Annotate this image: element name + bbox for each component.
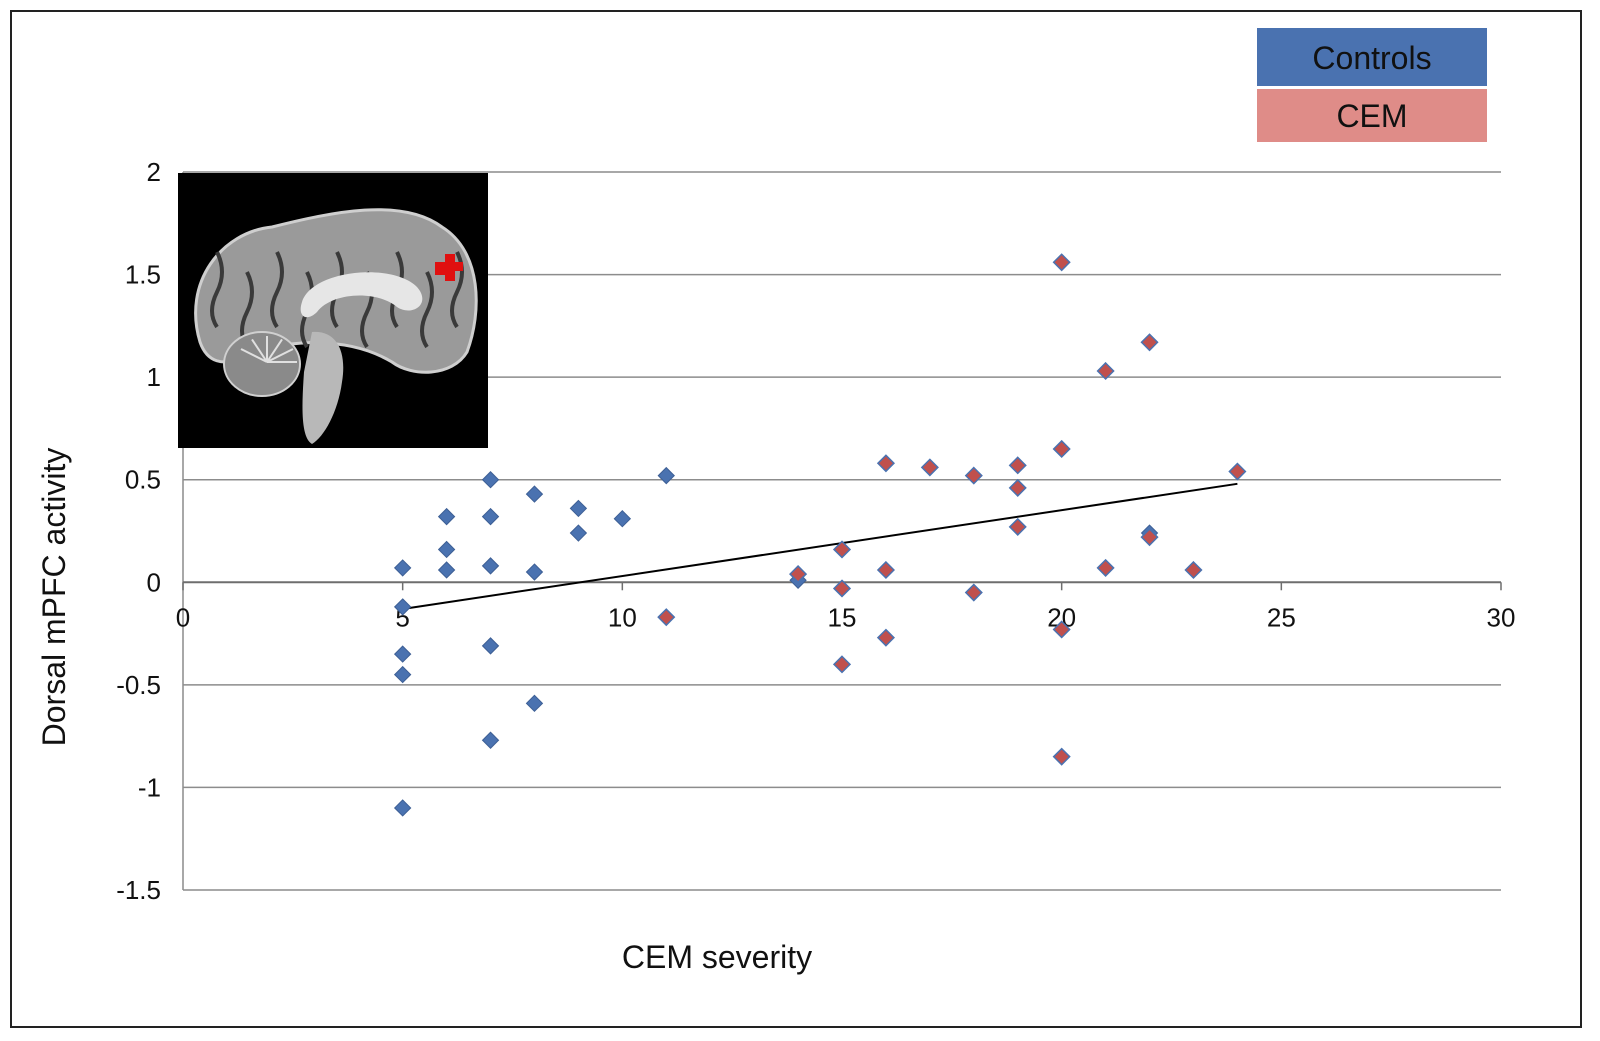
legend-controls-label: Controls <box>1312 40 1431 76</box>
cem-point <box>920 458 939 477</box>
cerebellum-fold <box>251 338 268 363</box>
cem-point <box>832 540 852 559</box>
controls-point <box>393 598 412 616</box>
cem-point <box>1008 478 1027 497</box>
controls-point <box>569 499 588 518</box>
scatter-chart: -1.5-1-0.500.511.520 5 10 15 20 25 30 Controls… <box>36 28 1516 975</box>
x-axis-title: CEM severity <box>622 939 812 975</box>
controls-point <box>525 485 544 503</box>
figure-frame: -1.5 -1 -0.5 0 0.5 1 1.5 2 0 5 10 15 20 25 30 Controls… <box>10 10 1582 1028</box>
controls-point <box>437 507 456 526</box>
cem-point <box>832 655 852 674</box>
controls-point <box>481 557 500 575</box>
trendline-group <box>402 482 1238 610</box>
cem-point <box>1096 361 1115 381</box>
controls-point <box>525 563 544 581</box>
cerebellum-fold <box>266 348 294 363</box>
controls-point <box>525 694 544 713</box>
cem-point <box>964 466 983 485</box>
brain-sulcus <box>210 251 224 329</box>
cerebellum-fold <box>240 348 268 363</box>
brain-mri-inset <box>178 173 488 448</box>
cem-point <box>1008 456 1027 475</box>
y-tick-label: 0.5 <box>125 465 161 495</box>
controls-point <box>481 731 500 749</box>
cem-point <box>1184 560 1203 580</box>
brain-sulcus <box>420 271 434 349</box>
legend: Controls CEM <box>1257 28 1487 142</box>
y-tick-label: 0 <box>147 567 161 597</box>
cem-point <box>964 583 983 602</box>
legend-cem-swatch <box>1257 89 1487 142</box>
cem-point <box>1228 462 1247 481</box>
data-points <box>393 253 1247 817</box>
cem-point <box>1140 333 1159 352</box>
controls-point <box>569 524 588 542</box>
cerebellum-fold <box>266 338 283 363</box>
controls-point <box>393 559 412 577</box>
cem-point <box>1052 620 1071 639</box>
y-tick-label: 1 <box>147 362 161 392</box>
controls-point <box>613 509 632 528</box>
cem-point <box>832 579 852 598</box>
cem-point <box>1052 747 1071 766</box>
trendline <box>402 482 1238 610</box>
cem-point <box>876 454 895 473</box>
controls-point <box>481 507 500 526</box>
y-tick-label: 2 <box>147 157 161 187</box>
cem-point <box>1140 528 1159 547</box>
controls-point <box>393 645 412 663</box>
cem-point <box>1052 253 1071 272</box>
controls-point <box>657 466 675 485</box>
cem-point <box>789 565 808 584</box>
x-tick-label: 30 <box>1487 602 1516 632</box>
y-tick-label: -1.5 <box>116 875 161 905</box>
controls-point <box>481 637 500 655</box>
x-tick-label: 10 <box>608 602 637 632</box>
legend-cem-label: CEM <box>1336 98 1407 134</box>
cem-point <box>1096 558 1115 577</box>
y-tick-label: -0.5 <box>116 670 161 700</box>
brainstem-shape <box>302 331 344 444</box>
y-axis-title: Dorsal mPFC activity <box>36 448 72 747</box>
controls-point <box>393 665 412 684</box>
cem-point <box>876 560 895 580</box>
cem-point <box>657 608 676 627</box>
brain-sulcus <box>270 251 284 329</box>
controls-point <box>437 540 456 559</box>
dmpfc-highlight <box>435 254 463 281</box>
corpus-callosum-shape <box>300 272 423 318</box>
legend-controls-swatch <box>1257 28 1487 86</box>
cem-point <box>1008 517 1027 536</box>
y-tick-label: 1.5 <box>125 260 161 290</box>
x-tick-label: 25 <box>1267 602 1296 632</box>
controls-point <box>481 471 500 489</box>
x-tick-label: 0 <box>176 602 190 632</box>
cerebellum-shape <box>223 331 301 397</box>
cem-point <box>876 628 895 647</box>
y-tick-label: -1 <box>138 772 161 802</box>
x-tick-label: 15 <box>828 602 857 632</box>
controls-point <box>437 561 456 579</box>
cem-point <box>1052 439 1071 459</box>
controls-point <box>393 799 412 817</box>
